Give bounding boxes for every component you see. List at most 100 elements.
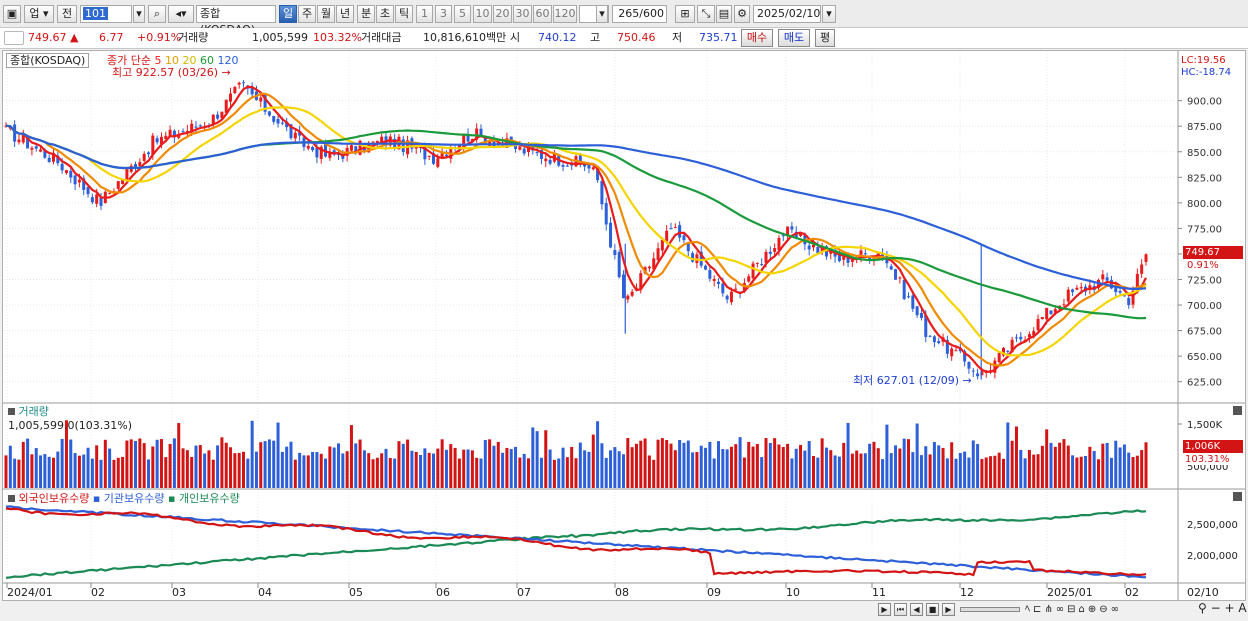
volume-bar [984, 457, 988, 488]
chart-name-badge[interactable]: 종합(KOSDAQ) [6, 53, 90, 68]
interval-dropdown-icon[interactable]: ▾ [596, 5, 608, 23]
volume-bar [1006, 422, 1010, 488]
volume-bar [945, 458, 949, 488]
play-icon[interactable]: ▶ [878, 603, 891, 616]
volume-axis-tick: 500,000 [1187, 462, 1229, 473]
expand-icon[interactable] [4, 31, 24, 45]
candle-body [1053, 309, 1057, 313]
volume-bar [1101, 443, 1105, 488]
scroll-slider[interactable] [960, 607, 1020, 612]
candle-body [211, 114, 215, 125]
candle-body [954, 350, 958, 352]
interval-10[interactable]: 10 [473, 5, 492, 23]
volume-bar [185, 450, 189, 488]
volume-bar [557, 458, 561, 488]
volume-bar [246, 458, 250, 488]
volume-bar [371, 459, 375, 488]
code-value: 101 [83, 7, 108, 20]
code-input[interactable]: 101 [80, 5, 132, 23]
candle-body [151, 135, 155, 155]
holder-panel-close-icon[interactable] [1233, 492, 1242, 501]
prev-icon[interactable]: ◀ [910, 603, 923, 616]
prev-label: 전 [61, 7, 73, 20]
settings-gear-icon[interactable]: ⚙ [734, 5, 750, 23]
search-icon[interactable]: ⌕ [148, 5, 166, 23]
volume-bar [419, 455, 423, 488]
sell-button[interactable]: 매도 [778, 29, 810, 47]
low-annotation: 최저 627.01 (12/09) → [853, 374, 972, 387]
volume-bar [90, 458, 94, 488]
eval-button[interactable]: 평 [815, 29, 835, 47]
holder-panel-legend[interactable]: 외국인보유수량 ▪ 기관보유수량 ▪ 개인보유수량 [8, 492, 240, 505]
volume-bar [1114, 440, 1118, 488]
chart-menu-icon[interactable]: ▣ [3, 5, 21, 23]
buy-button[interactable]: 매수 [741, 29, 773, 47]
draw-tool-icon[interactable]: ⤡ [697, 5, 715, 23]
date-input[interactable]: 2025/02/10 [753, 5, 821, 23]
volume-tag: 1,006K [1183, 440, 1243, 453]
volume-bar [453, 447, 457, 488]
current-pct-tag: 0.91% [1187, 260, 1219, 271]
volume-bar [250, 420, 254, 488]
x-axis-label: 09 [707, 586, 721, 599]
candle-body [401, 139, 405, 153]
ma-legend[interactable]: 종가 단순 5 10 20 60 120 [107, 54, 238, 67]
next-icon[interactable]: ▶ [942, 603, 955, 616]
x-axis-label: 05 [349, 586, 363, 599]
interval-30[interactable]: 30 [513, 5, 532, 23]
volume-panel-title[interactable]: 거래량 [8, 405, 49, 418]
panel-toggle-icon[interactable] [8, 495, 15, 502]
interval-1[interactable]: 1 [416, 5, 433, 23]
volume-bar [768, 442, 772, 488]
crosshair-icon[interactable]: ⊞ [675, 5, 695, 23]
interval-20[interactable]: 20 [493, 5, 512, 23]
period-minute[interactable]: 분 [357, 5, 375, 23]
volume-bar [777, 444, 781, 488]
panel-toggle-icon[interactable] [8, 408, 15, 415]
volume-bar [319, 453, 323, 488]
candle-body [786, 226, 790, 236]
period-label: 초 [379, 7, 391, 20]
volume-bar [125, 440, 129, 488]
market-selector[interactable]: 업 ▾ [24, 5, 54, 23]
volume-bar [997, 452, 1001, 488]
period-month[interactable]: 월 [317, 5, 335, 23]
volume-panel-close-icon[interactable] [1233, 406, 1242, 415]
period-week[interactable]: 주 [298, 5, 316, 23]
candle-body [812, 244, 815, 248]
moving-average-lines [5, 85, 1147, 374]
candlesticks [4, 80, 1148, 380]
candle-body [898, 277, 902, 279]
drawing-tools-icons[interactable]: ﾍ⊏⋔∞⊟⌂⊕⊖∞ [1025, 604, 1122, 615]
save-icon[interactable]: ▤ [716, 5, 732, 23]
volume-bar [643, 438, 647, 488]
volume-bar [1131, 456, 1135, 488]
period-second[interactable]: 초 [376, 5, 394, 23]
volume-bar [760, 457, 764, 488]
stop-icon[interactable]: ■ [926, 603, 939, 616]
interval-5[interactable]: 5 [454, 5, 471, 23]
candle-body [531, 145, 535, 151]
volume-bar [742, 457, 746, 488]
candle-body [43, 149, 47, 158]
count-input[interactable]: 265/600 [612, 5, 667, 23]
volume-bar [26, 438, 30, 488]
prev-button[interactable]: 전 [57, 5, 77, 23]
first-icon[interactable]: ⏮ [894, 603, 907, 616]
candle-body [613, 250, 617, 256]
volume-bar [807, 441, 811, 488]
code-dropdown-icon[interactable]: ▾ [133, 5, 145, 23]
volume-bar [786, 443, 790, 488]
zoom-controls[interactable]: ⚲ − + A [1198, 601, 1247, 615]
interval-120[interactable]: 120 [553, 5, 577, 23]
interval-3[interactable]: 3 [435, 5, 452, 23]
period-tick[interactable]: 틱 [395, 5, 413, 23]
period-day[interactable]: 일 [279, 5, 297, 23]
calendar-dropdown-icon[interactable]: ▾ [822, 5, 836, 23]
candle-body [1010, 339, 1014, 353]
candle-body [1014, 337, 1018, 339]
speaker-icon[interactable]: ◂▾ [168, 5, 194, 23]
period-year[interactable]: 년 [336, 5, 354, 23]
volume-bar [483, 439, 487, 488]
interval-60[interactable]: 60 [533, 5, 552, 23]
